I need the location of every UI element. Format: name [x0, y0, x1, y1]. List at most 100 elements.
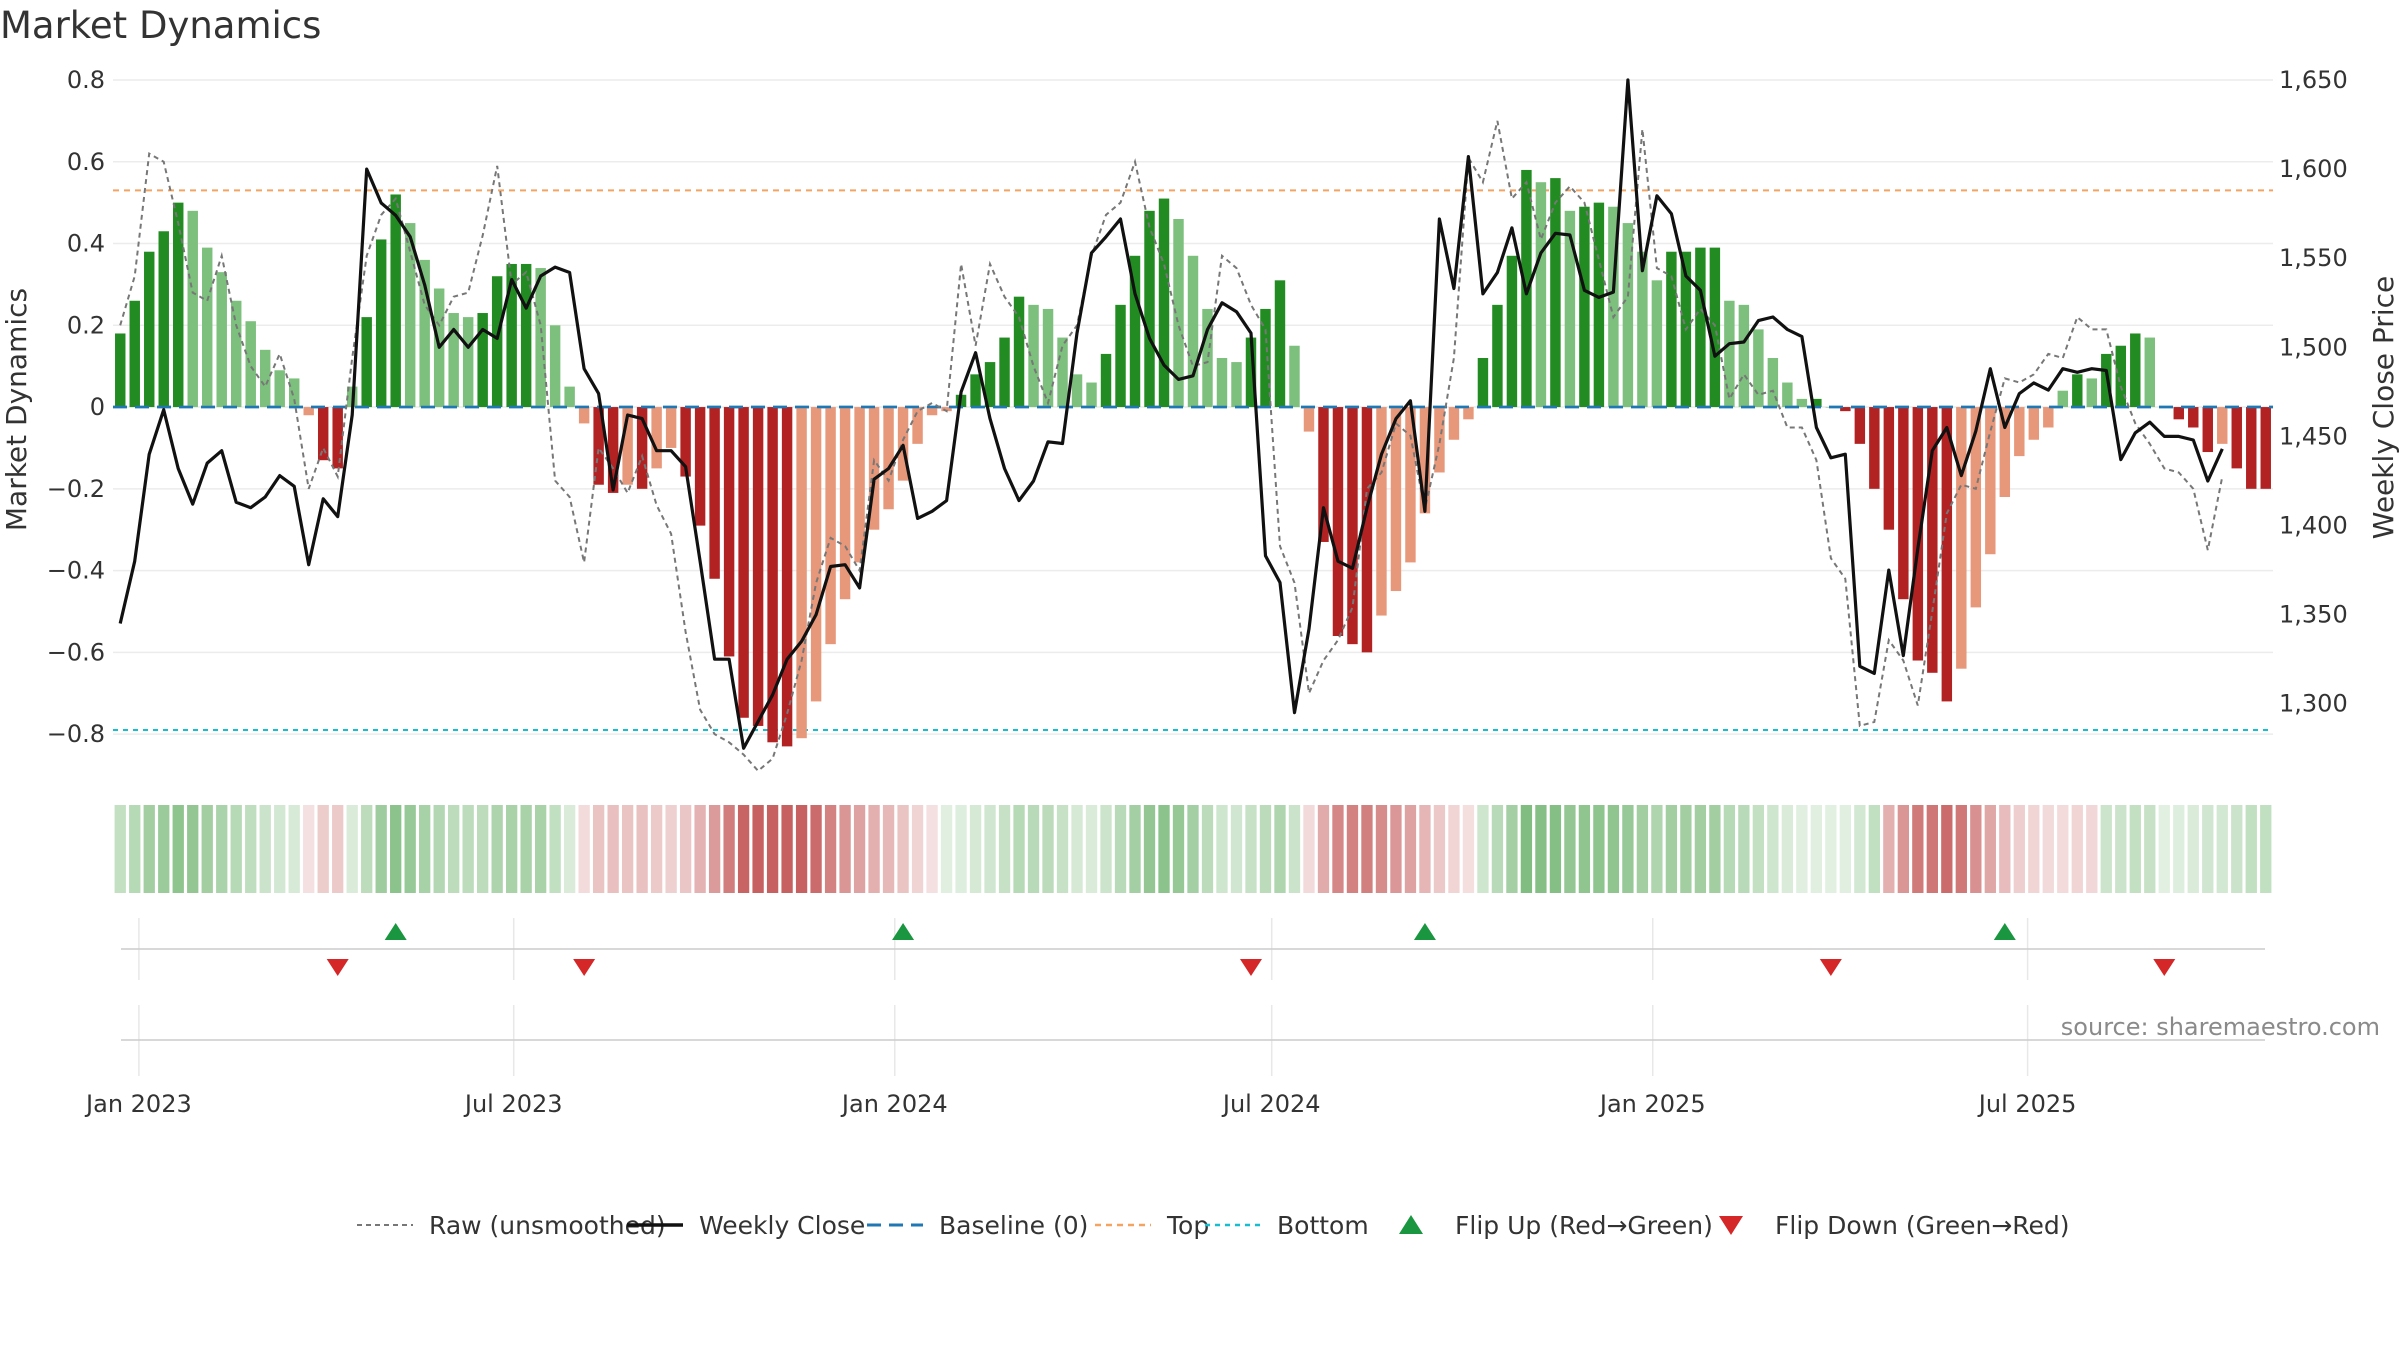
dynamics-bar	[1651, 280, 1663, 408]
regime-cell	[1491, 805, 1504, 893]
legend-item-baseline: Baseline (0)	[867, 1211, 1088, 1240]
dynamics-bar	[332, 407, 343, 469]
dynamics-bar	[564, 386, 575, 408]
regime-cell	[1912, 805, 1924, 893]
regime-cell	[2158, 805, 2170, 893]
regime-cell	[520, 805, 532, 893]
regime-cell	[1810, 805, 1823, 893]
regime-cell	[1941, 805, 1953, 893]
dynamics-bar	[477, 313, 488, 408]
dynamics-bar	[2043, 407, 2054, 428]
y-right-tick: 1,600	[2279, 155, 2348, 183]
dynamics-bar	[810, 407, 822, 702]
y-right-tick: 1,350	[2279, 601, 2348, 629]
dynamics-bar	[1303, 407, 1315, 432]
regime-cell	[1607, 805, 1620, 893]
regime-cell	[2028, 805, 2040, 893]
dynamics-bar	[1332, 407, 1344, 636]
y-left-tick: 0.2	[67, 311, 105, 339]
dynamics-bar	[1405, 407, 1416, 563]
dynamics-bar	[404, 223, 416, 408]
dynamics-bar	[1173, 219, 1184, 408]
regime-cell	[1085, 805, 1098, 893]
legend-label: Flip Down (Green→Red)	[1775, 1211, 2070, 1240]
dynamics-bar	[1999, 407, 2011, 497]
dynamics-bar	[317, 407, 329, 461]
regime-cell	[2202, 805, 2214, 893]
regime-cell	[274, 805, 286, 893]
dynamics-bar	[999, 337, 1010, 408]
flip-down-marker	[2153, 959, 2176, 976]
regime-cell	[1622, 805, 1634, 893]
regime-cell	[534, 805, 547, 893]
dynamics-bar	[1854, 407, 1866, 444]
regime-cell	[1781, 805, 1794, 893]
dynamics-bar	[1593, 202, 1605, 408]
dynamics-bar	[1869, 407, 1880, 489]
dynamics-bar	[1550, 178, 1561, 408]
dynamics-bar	[535, 268, 546, 408]
dynamics-bar	[115, 333, 126, 408]
dynamics-bar	[781, 407, 793, 747]
regime-cell	[419, 805, 431, 893]
dynamics-bar	[1071, 374, 1083, 408]
regime-cell	[853, 805, 866, 893]
regime-cell	[2129, 805, 2141, 893]
y-left-tick: 0	[90, 393, 105, 421]
dynamics-bar	[1347, 407, 1358, 645]
regime-cell	[940, 805, 953, 893]
dynamics-bar	[839, 407, 851, 600]
dynamics-bar	[129, 300, 140, 408]
regime-cell	[448, 805, 460, 893]
flip-up-marker	[1413, 923, 1436, 940]
dynamics-bar	[2057, 390, 2069, 408]
regime-cell	[1288, 805, 1301, 893]
regime-cell	[1375, 805, 1388, 893]
dynamics-bar	[1535, 182, 1547, 408]
regime-cell	[2173, 805, 2185, 893]
regime-cell	[288, 805, 300, 893]
dynamics-bar	[1985, 407, 1996, 555]
close-series	[118, 78, 2224, 750]
dynamics-bar	[941, 407, 952, 412]
regime-cell	[2057, 805, 2069, 893]
dynamics-bar	[1782, 382, 1793, 408]
dynamics-bar	[593, 407, 604, 485]
dynamics-bar	[926, 407, 938, 416]
regime-cell	[955, 805, 967, 893]
regime-cell	[230, 805, 242, 893]
regime-cell	[1027, 805, 1040, 893]
regime-cell	[1506, 805, 1518, 893]
dynamics-bar	[694, 407, 706, 526]
dynamics-bar	[303, 407, 314, 416]
regime-cell	[1419, 805, 1431, 893]
regime-cell	[708, 805, 721, 893]
regime-cell	[1013, 805, 1025, 893]
dynamics-bar	[231, 300, 242, 408]
regime-cell	[1564, 805, 1576, 893]
dynamics-bar	[1709, 247, 1721, 408]
dynamics-bar	[1202, 308, 1213, 408]
dynamics-bar	[549, 325, 561, 408]
raw-series-line	[119, 120, 2224, 773]
x-tick: Jan 2023	[84, 1090, 192, 1118]
regime-cell	[491, 805, 503, 893]
dynamics-bar	[390, 194, 401, 408]
regime-cell	[650, 805, 663, 893]
y-right-tick: 1,500	[2279, 333, 2348, 361]
axes: 0.8 0.6 0.4 0.2 0 −0.2 −0.4 −0.6 −0.8 1,650 1,600 1…	[0, 66, 2400, 1118]
regime-cell	[1868, 805, 1880, 893]
legend-label: Raw (unsmoothed)	[429, 1211, 666, 1240]
dynamics-bar	[520, 263, 532, 408]
regime-cell	[2100, 805, 2112, 893]
y-left-tick: −0.8	[47, 720, 105, 748]
x-tick: Jul 2023	[463, 1090, 563, 1118]
regime-cell	[1839, 805, 1852, 893]
dynamics-bar	[883, 407, 894, 510]
dynamics-bar	[709, 407, 720, 579]
regime-cell	[332, 805, 344, 893]
regime-cell	[1114, 805, 1127, 893]
dynamics-bar	[1289, 345, 1300, 408]
dynamics-bar	[216, 272, 227, 408]
regime-cell	[1230, 805, 1243, 893]
